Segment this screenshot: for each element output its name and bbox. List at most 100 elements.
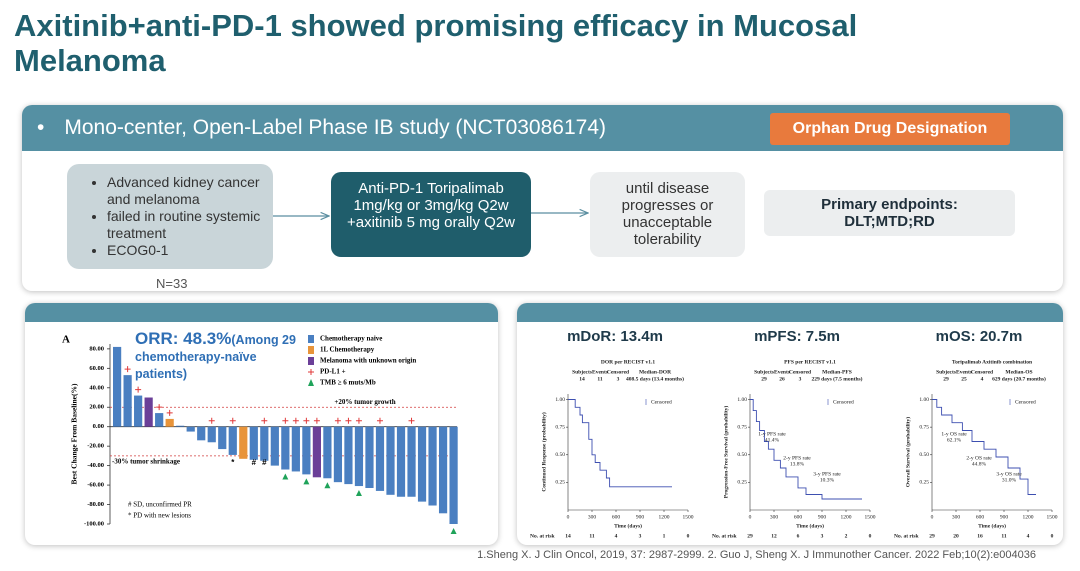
bar [134, 395, 143, 427]
pdl1-marker [229, 417, 236, 424]
legend-swatch [308, 335, 314, 343]
risk-label: No. at risk [712, 533, 738, 539]
pdl1-marker [408, 417, 415, 424]
stats-value: 26 [779, 376, 785, 382]
duration-box: until disease progresses or unacceptable… [590, 172, 745, 257]
stats-header: Events [592, 369, 608, 375]
bar [428, 426, 437, 506]
stats-value: 25 [961, 376, 967, 382]
at-risk: 4 [615, 533, 618, 539]
at-risk: 6 [797, 533, 800, 539]
note: # SD, unconfirmed PR [128, 501, 192, 509]
bar [176, 425, 185, 427]
bar [407, 426, 416, 497]
stats-value: 29 [943, 376, 949, 382]
bar [281, 426, 290, 470]
y-tick-label: 60.00 [89, 365, 104, 372]
at-risk: 20 [953, 533, 959, 539]
annotation: 10.3% [820, 477, 835, 483]
pdl1-marker [166, 409, 173, 416]
population-box: Advanced kidney cancer and melanoma fail… [67, 164, 273, 269]
stats-header: Median-OS [1005, 369, 1032, 375]
km-curve [750, 399, 862, 500]
bar [291, 426, 300, 472]
x-tick-label: 0 [749, 514, 752, 520]
legend-label: TMB ≥ 6 muts/Mb [320, 379, 376, 387]
reference-label: -30% tumor shrinkage [112, 458, 180, 466]
at-risk: 1 [663, 533, 666, 539]
x-axis-label: Time (days) [614, 522, 642, 529]
at-risk: 0 [1051, 533, 1054, 539]
x-tick-label: 300 [770, 514, 779, 520]
tmb-marker [303, 478, 310, 485]
bar [386, 426, 395, 495]
y-axis-label: Progression-Free Survival (probability) [722, 406, 729, 499]
legend-label: Censored [1015, 399, 1036, 405]
tmb-marker [324, 482, 331, 489]
at-risk: 3 [639, 533, 642, 539]
y-tick-label: 0.50 [555, 452, 565, 458]
at-risk: 2 [845, 533, 848, 539]
y-tick-label: 40.00 [89, 384, 104, 391]
pdl1-marker [124, 366, 131, 373]
bar [302, 426, 311, 475]
panel-label: A [62, 334, 70, 346]
bar [375, 426, 385, 491]
x-tick-label: 1200 [659, 514, 670, 520]
at-risk: 29 [929, 533, 935, 539]
annotation: 31.0% [1002, 477, 1017, 483]
km-card [517, 303, 1063, 545]
waterfall-chart: A Best Change From Baseline(%) 80.00 60.00 4… [62, 334, 458, 534]
y-tick-label: -40.00 [87, 462, 104, 469]
bar [165, 418, 174, 427]
bar [365, 426, 374, 488]
card-header [517, 303, 1063, 322]
stats-header: Events [774, 369, 790, 375]
y-tick-label: 80.00 [89, 345, 104, 352]
population-item: ECOG0-1 [107, 242, 263, 259]
at-risk: 12 [771, 533, 777, 539]
bar [323, 426, 332, 479]
x-axis-label: Time (days) [796, 522, 824, 529]
x-tick-label: 1500 [1047, 514, 1058, 520]
bar [228, 426, 237, 455]
km-title: mDoR: 13.4m [567, 328, 663, 345]
stats-value: 3 [799, 376, 802, 382]
y-tick-label: 0.00 [93, 423, 104, 430]
bar-symbol: # [252, 458, 257, 467]
km-curve [932, 399, 1036, 495]
y-tick-label: 1.00 [919, 397, 929, 403]
reference-label: +20% tumor growth [334, 398, 395, 406]
bar [144, 397, 153, 427]
y-axis-label: Continued Response (probability) [540, 412, 547, 492]
annotation: 44.8% [972, 461, 987, 467]
bar [218, 426, 227, 450]
stats-header: Median-PFS [822, 369, 852, 375]
y-tick-label: 0.75 [919, 424, 929, 430]
plot-title: PFS per RECIST v1.1 [784, 359, 836, 365]
risk-label: No. at risk [530, 533, 556, 539]
legend-swatch [308, 346, 314, 354]
x-tick-label: 1200 [841, 514, 852, 520]
pdl1-marker [376, 417, 383, 424]
bar [249, 426, 258, 460]
annotation: 62.1% [947, 437, 962, 443]
pdl1-marker [261, 417, 268, 424]
y-tick-label: 20.00 [89, 404, 104, 411]
annotation: 3-y OS rate [996, 471, 1022, 477]
footnote: 1.Sheng X. J Clin Oncol, 2019, 37: 2987-… [477, 549, 1036, 561]
bar [260, 426, 269, 461]
annotation: 1-y PFS rate [758, 431, 786, 437]
annotation: 2-y PFS rate [783, 455, 811, 461]
tmb-marker [450, 528, 457, 534]
plot-title: DOR per RECIST v1.1 [601, 359, 655, 365]
stats-value: 29 [761, 376, 767, 382]
annotation: 3-y PFS rate [813, 471, 841, 477]
bar [123, 375, 132, 427]
bar [438, 426, 448, 514]
stats-header: Subjects [936, 369, 956, 375]
endpoints-box: Primary endpoints: DLT;MTD;RD [764, 190, 1015, 236]
x-tick-label: 1500 [683, 514, 694, 520]
orr-subtitle: (Among 29 chemotherapy-naïve patients) [135, 333, 296, 381]
